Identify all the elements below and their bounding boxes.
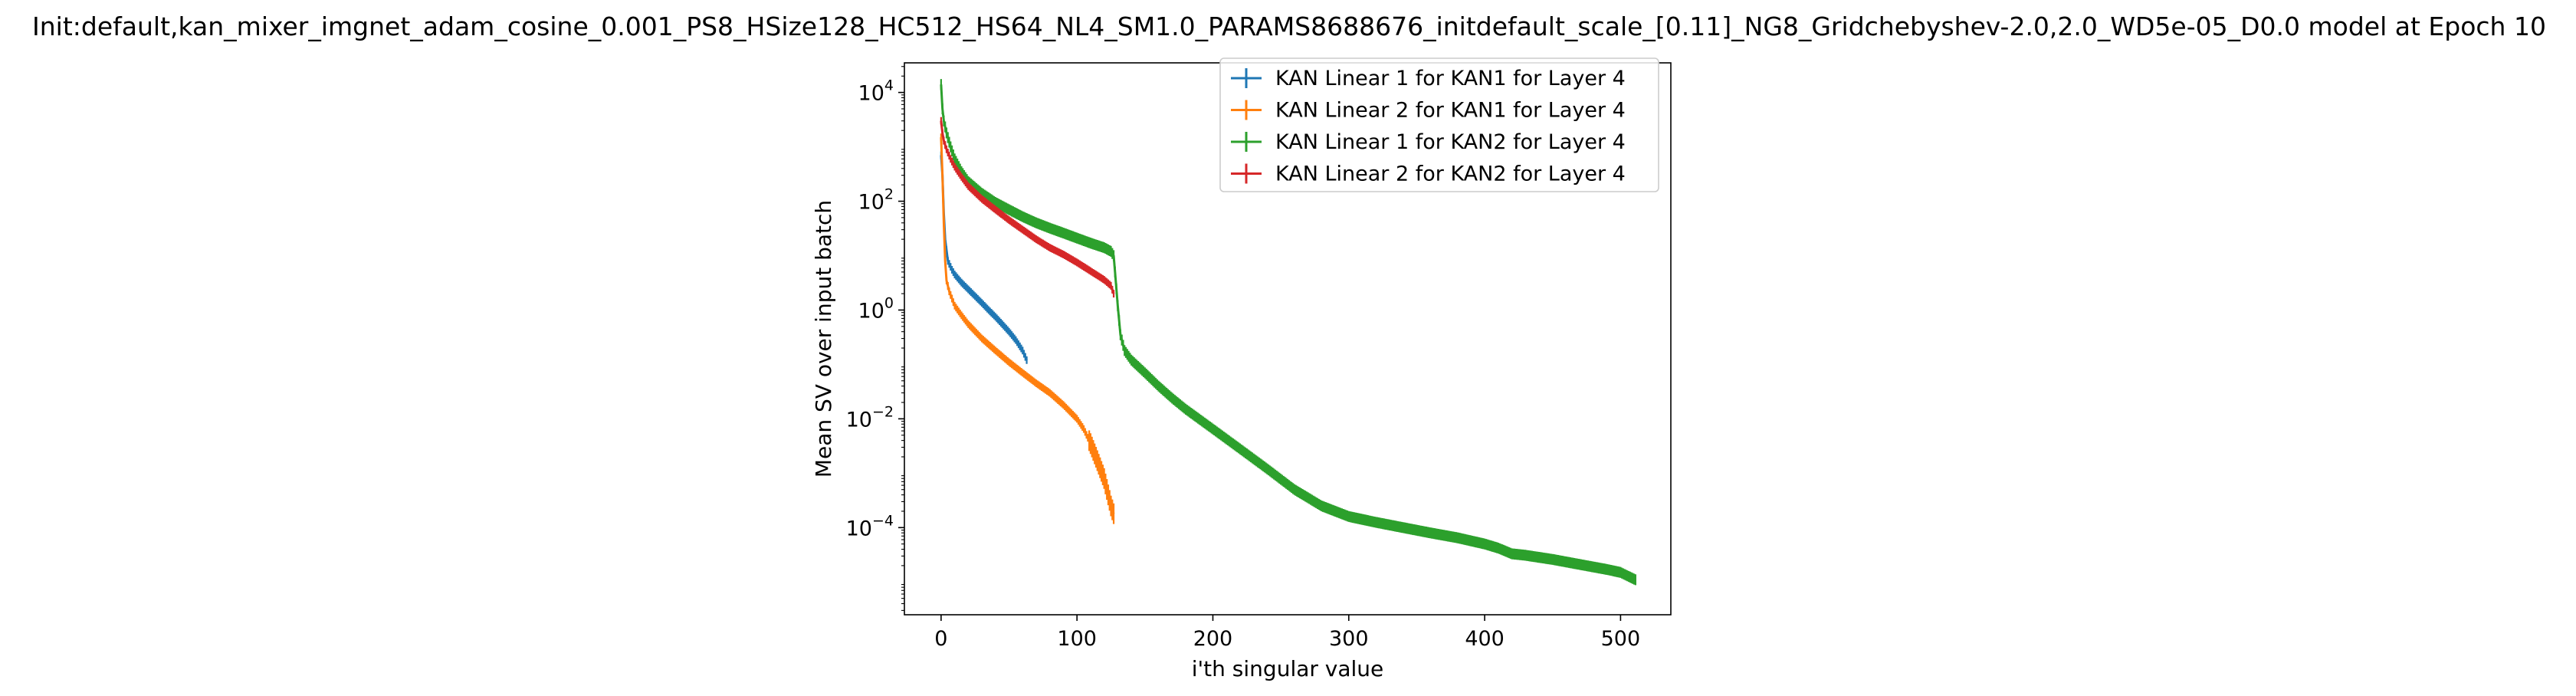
y-tick-label-base: 10 bbox=[846, 517, 872, 540]
legend: KAN Linear 1 for KAN1 for Layer 4 KAN Lin… bbox=[1219, 57, 1659, 192]
x-axis: 0 100 200 300 400 500 bbox=[934, 615, 1640, 651]
x-tick-label: 300 bbox=[1329, 627, 1369, 651]
y-tick-label: 100 bbox=[858, 294, 894, 323]
series-2-line bbox=[940, 137, 1115, 514]
series-3-line bbox=[940, 84, 1636, 581]
legend-item-1: KAN Linear 1 for KAN1 for Layer 4 bbox=[1231, 67, 1626, 90]
y-tick-label-exponent: −4 bbox=[872, 512, 894, 529]
x-tick-label: 0 bbox=[934, 627, 947, 651]
legend-box bbox=[1219, 57, 1659, 192]
y-axis-label: Mean SV over input batch bbox=[811, 200, 836, 478]
y-tick-label: 10−4 bbox=[846, 512, 894, 540]
chart-title: Init:default,kan_mixer_imgnet_adam_cosin… bbox=[32, 11, 2546, 41]
y-tick-label-exponent: 0 bbox=[884, 294, 894, 311]
y-tick-label: 10−2 bbox=[846, 403, 894, 432]
legend-item-2: KAN Linear 2 for KAN1 for Layer 4 bbox=[1231, 99, 1626, 123]
y-tick-label-exponent: 2 bbox=[884, 186, 894, 203]
series-4-line bbox=[940, 120, 1115, 294]
series-1 bbox=[940, 151, 1028, 364]
x-tick-label: 500 bbox=[1601, 627, 1641, 651]
legend-label: KAN Linear 2 for KAN1 for Layer 4 bbox=[1275, 99, 1626, 123]
x-axis-label: i'th singular value bbox=[1192, 656, 1384, 681]
series-1-error-bars bbox=[940, 151, 1028, 364]
series-2-error-bars bbox=[940, 133, 1115, 524]
y-tick-label-base: 10 bbox=[846, 408, 872, 432]
plot-content bbox=[940, 79, 1636, 586]
y-tick-label-exponent: 4 bbox=[884, 77, 894, 94]
series-4 bbox=[940, 117, 1115, 298]
y-tick-label-base: 10 bbox=[858, 82, 884, 106]
y-tick-label: 102 bbox=[858, 186, 894, 215]
x-tick-label: 400 bbox=[1465, 627, 1505, 651]
y-tick-label-base: 10 bbox=[858, 191, 884, 215]
x-tick-label: 100 bbox=[1057, 627, 1097, 651]
legend-label: KAN Linear 1 for KAN1 for Layer 4 bbox=[1275, 67, 1626, 90]
y-tick-label-base: 10 bbox=[858, 299, 884, 323]
legend-label: KAN Linear 1 for KAN2 for Layer 4 bbox=[1275, 130, 1626, 154]
x-tick-label: 200 bbox=[1193, 627, 1233, 651]
legend-item-3: KAN Linear 1 for KAN2 for Layer 4 bbox=[1231, 130, 1626, 154]
legend-label: KAN Linear 2 for KAN2 for Layer 4 bbox=[1275, 163, 1626, 186]
series-3 bbox=[940, 79, 1636, 586]
series-2 bbox=[940, 133, 1115, 524]
series-1-line bbox=[940, 155, 1028, 361]
y-tick-label-exponent: −2 bbox=[872, 403, 894, 420]
y-tick-label: 104 bbox=[858, 77, 894, 106]
legend-item-4: KAN Linear 2 for KAN2 for Layer 4 bbox=[1231, 163, 1626, 186]
